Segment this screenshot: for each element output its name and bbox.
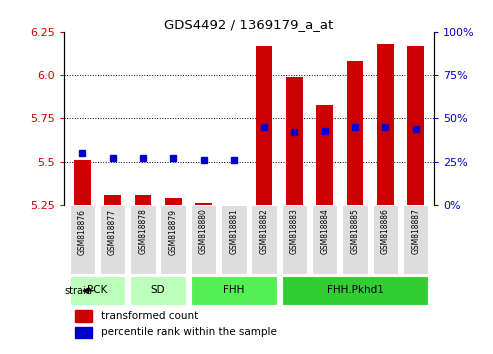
FancyBboxPatch shape — [221, 205, 246, 274]
FancyBboxPatch shape — [342, 205, 368, 274]
Bar — [256, 46, 273, 205]
Text: GSM818884: GSM818884 — [320, 209, 329, 255]
Text: SD: SD — [151, 285, 165, 295]
Bar — [317, 105, 333, 205]
Text: GSM818885: GSM818885 — [351, 209, 359, 255]
Bar — [377, 44, 394, 205]
Bar — [347, 61, 363, 205]
Bar — [74, 160, 91, 205]
Text: FHH: FHH — [223, 285, 245, 295]
Text: GSM818879: GSM818879 — [169, 209, 177, 255]
Bar — [104, 195, 121, 205]
Bar — [75, 310, 92, 322]
FancyBboxPatch shape — [160, 205, 186, 274]
Bar — [195, 203, 212, 205]
Bar — [407, 46, 424, 205]
Title: GDS4492 / 1369179_a_at: GDS4492 / 1369179_a_at — [164, 18, 334, 31]
Text: GSM818886: GSM818886 — [381, 209, 390, 255]
FancyBboxPatch shape — [70, 205, 95, 274]
FancyBboxPatch shape — [251, 205, 277, 274]
FancyBboxPatch shape — [312, 205, 338, 274]
Text: GSM818883: GSM818883 — [290, 209, 299, 255]
Text: PCK: PCK — [87, 285, 107, 295]
Text: GSM818882: GSM818882 — [260, 209, 269, 254]
Text: GSM818887: GSM818887 — [411, 209, 420, 255]
FancyBboxPatch shape — [403, 205, 428, 274]
Text: GSM818880: GSM818880 — [199, 209, 208, 255]
FancyBboxPatch shape — [282, 205, 307, 274]
Bar — [135, 195, 151, 205]
Text: transformed count: transformed count — [101, 311, 198, 321]
Text: GSM818878: GSM818878 — [139, 209, 147, 255]
Bar — [75, 327, 92, 338]
FancyBboxPatch shape — [373, 205, 398, 274]
Text: strain: strain — [65, 286, 93, 296]
Bar — [286, 77, 303, 205]
FancyBboxPatch shape — [70, 276, 125, 306]
FancyBboxPatch shape — [191, 276, 277, 306]
Text: percentile rank within the sample: percentile rank within the sample — [101, 327, 277, 337]
FancyBboxPatch shape — [130, 276, 186, 306]
Text: GSM818876: GSM818876 — [78, 209, 87, 255]
FancyBboxPatch shape — [100, 205, 125, 274]
Text: GSM818881: GSM818881 — [229, 209, 238, 254]
Text: GSM818877: GSM818877 — [108, 209, 117, 255]
FancyBboxPatch shape — [191, 205, 216, 274]
Bar — [165, 198, 181, 205]
Text: FHH.Pkhd1: FHH.Pkhd1 — [326, 285, 384, 295]
FancyBboxPatch shape — [130, 205, 156, 274]
FancyBboxPatch shape — [282, 276, 428, 306]
